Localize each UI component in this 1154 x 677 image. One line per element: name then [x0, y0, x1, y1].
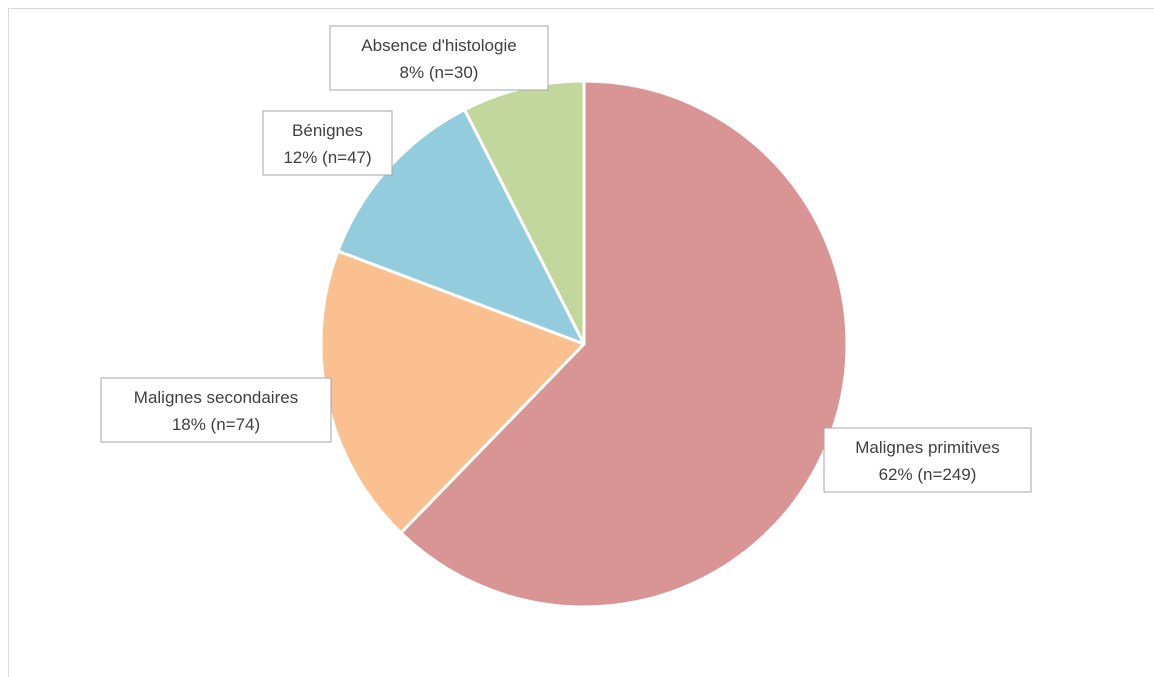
data-label-category: Malignes secondaires — [134, 388, 298, 407]
data-label-category: Malignes primitives — [855, 438, 1000, 457]
data-label-box — [262, 110, 393, 176]
data-label-category: Bénignes — [292, 121, 363, 140]
data-label-value: 12% (n=47) — [283, 148, 371, 167]
data-label-value: 62% (n=249) — [879, 465, 977, 484]
data-label-box — [823, 427, 1032, 493]
slices-layer — [319, 79, 849, 609]
data-label-category: Absence d'histologie — [361, 36, 516, 55]
data-label-malignes-primitives: Malignes primitives 62% (n=249) — [823, 427, 1032, 493]
data-label-box — [329, 25, 549, 91]
data-label-value: 18% (n=74) — [172, 415, 260, 434]
data-label-value: 8% (n=30) — [400, 63, 479, 82]
data-label-absence-d-histologie: Absence d'histologie 8% (n=30) — [329, 25, 549, 91]
chart-frame — [8, 8, 1154, 677]
data-label-malignes-secondaires: Malignes secondaires 18% (n=74) — [100, 377, 332, 443]
labels-layer: Malignes primitives 62% (n=249) Malignes s… — [100, 25, 1032, 493]
data-label-benignes: Bénignes 12% (n=47) — [262, 110, 393, 176]
data-label-box — [100, 377, 332, 443]
